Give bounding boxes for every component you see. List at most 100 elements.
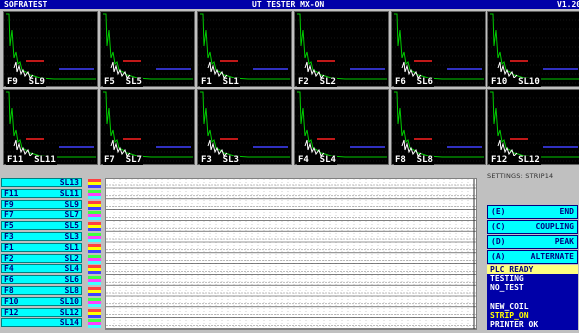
strip-channel-button[interactable]: F5 SL5 xyxy=(1,221,82,231)
echo-trace xyxy=(394,13,484,80)
ascan-scope[interactable]: F2 SL2 xyxy=(294,11,389,87)
button-label: PEAK xyxy=(554,237,574,246)
strip-channel-button[interactable]: F7 SL7 xyxy=(1,210,82,220)
ascan-plot xyxy=(101,91,194,162)
status-line: STRIP_ON xyxy=(487,311,578,321)
strip-chart-canvas xyxy=(106,179,476,329)
scope-label: F9 SL9 xyxy=(6,77,46,87)
channel-color-bar xyxy=(88,200,101,210)
status-line: PRINTER OK xyxy=(487,320,578,331)
backwall-echo xyxy=(304,139,325,157)
channel-f-label: F9 xyxy=(4,199,14,209)
channel-color-bar xyxy=(88,243,101,253)
channel-color-bar xyxy=(88,189,101,199)
settings-label: SETTINGS: STRIP14 xyxy=(487,172,554,180)
strip-channel-button[interactable]: F12 SL12 xyxy=(1,307,82,317)
strip-channel-button[interactable]: SL14 xyxy=(1,318,82,328)
channel-sl-label: SL9 xyxy=(64,199,79,209)
function-button[interactable]: (C) COUPLING xyxy=(487,220,578,234)
channel-sl-label: SL13 xyxy=(59,178,79,187)
backwall-echo xyxy=(401,61,422,79)
ascan-scope[interactable]: F6 SL6 xyxy=(391,11,486,87)
ascan-plot xyxy=(4,91,97,162)
ascan-scope[interactable]: F11 SL11 xyxy=(3,89,98,165)
channel-sl-label: SL8 xyxy=(64,286,79,295)
channel-sl-label: SL4 xyxy=(64,264,79,274)
channel-color-bar xyxy=(88,254,101,264)
scope-label: F4 SL4 xyxy=(297,155,337,165)
version-label: V1.20 xyxy=(557,0,579,9)
scope-label: F3 SL3 xyxy=(200,155,240,165)
channel-sl-label: SL11 xyxy=(59,188,79,198)
ascan-plot xyxy=(101,13,194,84)
channel-f-label: F3 xyxy=(4,232,14,241)
strip-channel-button[interactable]: F4 SL4 xyxy=(1,264,82,274)
function-button[interactable]: (E) END xyxy=(487,205,578,219)
backwall-echo xyxy=(13,61,34,79)
ascan-scope[interactable]: F4 SL4 xyxy=(294,89,389,165)
strip-channel-button[interactable]: F8 SL8 xyxy=(1,286,82,295)
strip-channel-button[interactable]: F11 SL11 xyxy=(1,188,82,198)
ascan-plot xyxy=(488,13,579,84)
ascan-scope[interactable]: F10 SL10 xyxy=(487,11,579,87)
ascan-plot xyxy=(198,13,291,84)
channel-color-bar xyxy=(88,233,101,242)
channel-color-bar xyxy=(88,222,101,232)
channel-sl-label: SL14 xyxy=(59,318,79,328)
backwall-echo xyxy=(110,139,131,157)
button-key: (E) xyxy=(491,207,506,216)
button-key: (D) xyxy=(491,237,506,246)
function-button[interactable]: (A) ALTERNATE xyxy=(487,250,578,264)
button-key: (A) xyxy=(491,252,506,261)
echo-trace xyxy=(394,91,484,158)
ascan-scope[interactable]: F9 SL9 xyxy=(3,11,98,87)
backwall-echo xyxy=(304,61,325,79)
ascan-plot xyxy=(198,91,291,162)
backwall-echo xyxy=(401,139,422,157)
strip-channel-button[interactable]: F3 SL3 xyxy=(1,232,82,241)
channel-f-label: F12 xyxy=(4,307,19,317)
channel-sl-label: SL2 xyxy=(64,253,79,263)
ascan-scope[interactable]: F3 SL3 xyxy=(197,89,292,165)
channel-f-label: F10 xyxy=(4,296,19,306)
title-bar: SOFRATEST UT TESTER MX-ON V1.20 xyxy=(0,0,579,9)
backwall-echo xyxy=(497,61,518,79)
channel-color-bar xyxy=(88,211,101,221)
ascan-scope[interactable]: F5 SL5 xyxy=(100,11,195,87)
scope-label: F11 SL11 xyxy=(6,155,57,165)
strip-channel-button[interactable]: F6 SL6 xyxy=(1,275,82,285)
strip-channel-button[interactable]: F9 SL9 xyxy=(1,199,82,209)
status-line: PLC READY xyxy=(487,265,578,275)
channel-sl-label: SL7 xyxy=(64,210,79,220)
ascan-plot xyxy=(295,13,388,84)
echo-trace xyxy=(297,91,387,158)
channel-f-label: F11 xyxy=(4,188,19,198)
strip-chart xyxy=(105,178,477,330)
backwall-echo xyxy=(497,139,518,157)
channel-color-bar xyxy=(88,319,101,329)
ascan-scope[interactable]: F7 SL7 xyxy=(100,89,195,165)
ascan-plot xyxy=(295,91,388,162)
channel-f-label: F1 xyxy=(4,242,14,252)
scope-label: F10 SL10 xyxy=(490,77,541,87)
channel-color-bars xyxy=(88,179,102,329)
strip-channel-button[interactable]: SL13 xyxy=(1,178,82,187)
channel-f-label: F4 xyxy=(4,264,14,274)
scope-label: F6 SL6 xyxy=(394,77,434,87)
channel-sl-label: SL5 xyxy=(64,221,79,231)
channel-f-label: F2 xyxy=(4,253,14,263)
strip-channel-button[interactable]: F10 SL10 xyxy=(1,296,82,306)
ascan-scope[interactable]: F12 SL12 xyxy=(487,89,579,165)
channel-f-label: F8 xyxy=(4,286,14,295)
ascan-plot xyxy=(392,13,485,84)
channel-f-label: F5 xyxy=(4,221,14,231)
ascan-scope[interactable]: F8 SL8 xyxy=(391,89,486,165)
function-button[interactable]: (D) PEAK xyxy=(487,235,578,249)
window-title: UT TESTER MX-ON xyxy=(252,0,325,9)
ascan-scope[interactable]: F1 SL1 xyxy=(197,11,292,87)
channel-sl-label: SL1 xyxy=(64,242,79,252)
strip-channel-button[interactable]: F2 SL2 xyxy=(1,253,82,263)
strip-channel-button[interactable]: F1 SL1 xyxy=(1,242,82,252)
backwall-echo xyxy=(13,139,34,157)
strip-channel-list: SL13 F11 SL11 F9 SL9 F7 SL7 F5 SL5 F3 SL3 F1 SL1 F2 SL… xyxy=(0,177,86,330)
